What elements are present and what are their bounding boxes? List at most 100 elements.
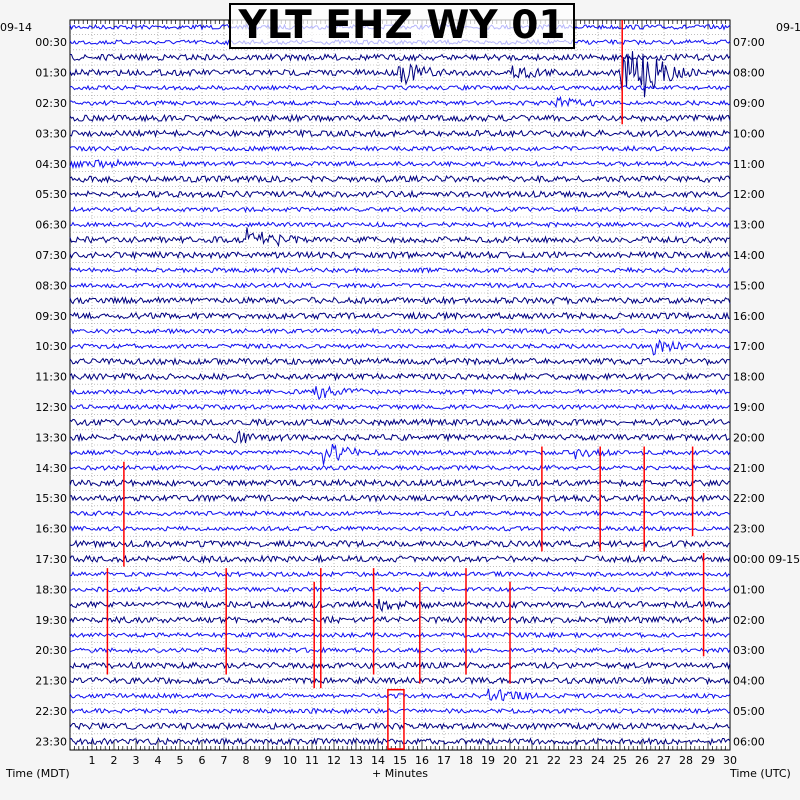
left-time-label: 06:30 [35, 219, 67, 232]
highlight-box [387, 688, 405, 750]
x-tick-label: 21 [525, 754, 539, 767]
seismic-trace [69, 478, 731, 488]
seismic-trace [69, 282, 731, 289]
right-time-label: 03:00 [733, 644, 765, 657]
seismic-trace [69, 372, 731, 382]
seismic-trace [69, 493, 731, 503]
left-time-label: 14:30 [35, 462, 67, 475]
left-time-label: 07:30 [35, 249, 67, 262]
right-time-label: 12:00 [733, 188, 765, 201]
x-tick-label: 10 [283, 754, 297, 767]
x-tick-label: 4 [155, 754, 162, 767]
chart-title: YLT EHZ WY 01 [229, 3, 575, 49]
left-time-label: 22:30 [35, 705, 67, 718]
left-time-label: 21:30 [35, 675, 67, 688]
left-time-label: 02:30 [35, 97, 67, 110]
seismic-trace [69, 327, 731, 335]
seismic-trace [69, 464, 731, 472]
right-time-label: 09:00 [733, 97, 765, 110]
x-tick-label: 22 [547, 754, 561, 767]
left-time-label: 20:30 [35, 644, 67, 657]
seismic-trace [69, 631, 731, 639]
left-time-label: 05:30 [35, 188, 67, 201]
x-tick-label: 20 [503, 754, 517, 767]
seismic-trace [69, 736, 731, 746]
left-time-label: 09:30 [35, 310, 67, 323]
left-time-label: 12:30 [35, 401, 67, 414]
seismic-trace [69, 205, 731, 213]
seismic-trace [69, 721, 731, 731]
x-tick-label: 23 [569, 754, 583, 767]
right-time-label: 20:00 [733, 431, 765, 444]
seismic-trace [69, 174, 731, 184]
seismic-trace [69, 598, 731, 613]
x-tick-label: 6 [199, 754, 206, 767]
seismic-trace [69, 51, 731, 98]
left-time-label: 01:30 [35, 67, 67, 80]
right-time-label: 11:00 [733, 158, 765, 171]
right-time-label: 05:00 [733, 705, 765, 718]
seismic-trace [69, 585, 731, 593]
seismic-trace [69, 145, 731, 152]
left-time-label: 15:30 [35, 492, 67, 505]
x-tick-label: 11 [305, 754, 319, 767]
seismic-trace [69, 443, 731, 465]
seismic-trace [69, 158, 731, 170]
x-tick-label: 5 [177, 754, 184, 767]
left-time-label: 19:30 [35, 614, 67, 627]
right-time-label: 04:00 [733, 675, 765, 688]
left-time-label: 03:30 [35, 127, 67, 140]
x-tick-label: 9 [265, 754, 272, 767]
right-time-label: 18:00 [733, 371, 765, 384]
x-tick-label: 27 [657, 754, 671, 767]
x-tick-label: 19 [481, 754, 495, 767]
x-tick-label: 1 [89, 754, 96, 767]
left-time-label: 08:30 [35, 279, 67, 292]
seismic-trace [69, 675, 731, 686]
seismic-trace [69, 52, 731, 62]
left-time-label: 17:30 [35, 553, 67, 566]
seismic-trace [69, 250, 731, 260]
right-time-label: 10:00 [733, 127, 765, 140]
right-time-label: 14:00 [733, 249, 765, 262]
x-tick-label: 14 [371, 754, 385, 767]
seismic-trace [69, 113, 731, 123]
seismic-trace [69, 417, 731, 427]
right-time-label: 06:00 [733, 735, 765, 748]
right-axis-label: Time (UTC) [729, 767, 791, 780]
left-time-label: 00:30 [35, 36, 67, 49]
seismic-trace [69, 525, 731, 532]
right-time-label: 13:00 [733, 219, 765, 232]
right-time-label: 07:00 [733, 36, 765, 49]
seismic-trace [69, 266, 731, 274]
right-time-label: 19:00 [733, 401, 765, 414]
x-tick-label: 26 [635, 754, 649, 767]
x-tick-label: 2 [111, 754, 118, 767]
left-axis-label: Time (MDT) [5, 767, 70, 780]
right-time-label: 15:00 [733, 279, 765, 292]
left-time-label: 04:30 [35, 158, 67, 171]
plot-area [69, 19, 731, 751]
right-time-label: 16:00 [733, 310, 765, 323]
seismic-trace [69, 707, 731, 715]
x-tick-label: 16 [415, 754, 429, 767]
left-time-label: 13:30 [35, 431, 67, 444]
x-tick-label: 15 [393, 754, 407, 767]
right-time-label: 23:00 [733, 523, 765, 536]
left-time-label: 16:30 [35, 523, 67, 536]
left-time-label: 23:30 [35, 735, 67, 748]
x-tick-label: 18 [459, 754, 473, 767]
right-time-label: 22:00 [733, 492, 765, 505]
x-tick-label: 24 [591, 754, 605, 767]
seismic-trace [69, 510, 731, 517]
seismic-trace [69, 615, 731, 625]
x-tick-label: 13 [349, 754, 363, 767]
seismic-trace [69, 385, 731, 400]
right-time-label: 01:00 [733, 583, 765, 596]
right-time-label: 00:00 09-15 [733, 553, 800, 566]
x-tick-label: 7 [221, 754, 228, 767]
left-time-label: 10:30 [35, 340, 67, 353]
seismic-trace [69, 357, 731, 366]
left-time-label: 11:30 [35, 371, 67, 384]
